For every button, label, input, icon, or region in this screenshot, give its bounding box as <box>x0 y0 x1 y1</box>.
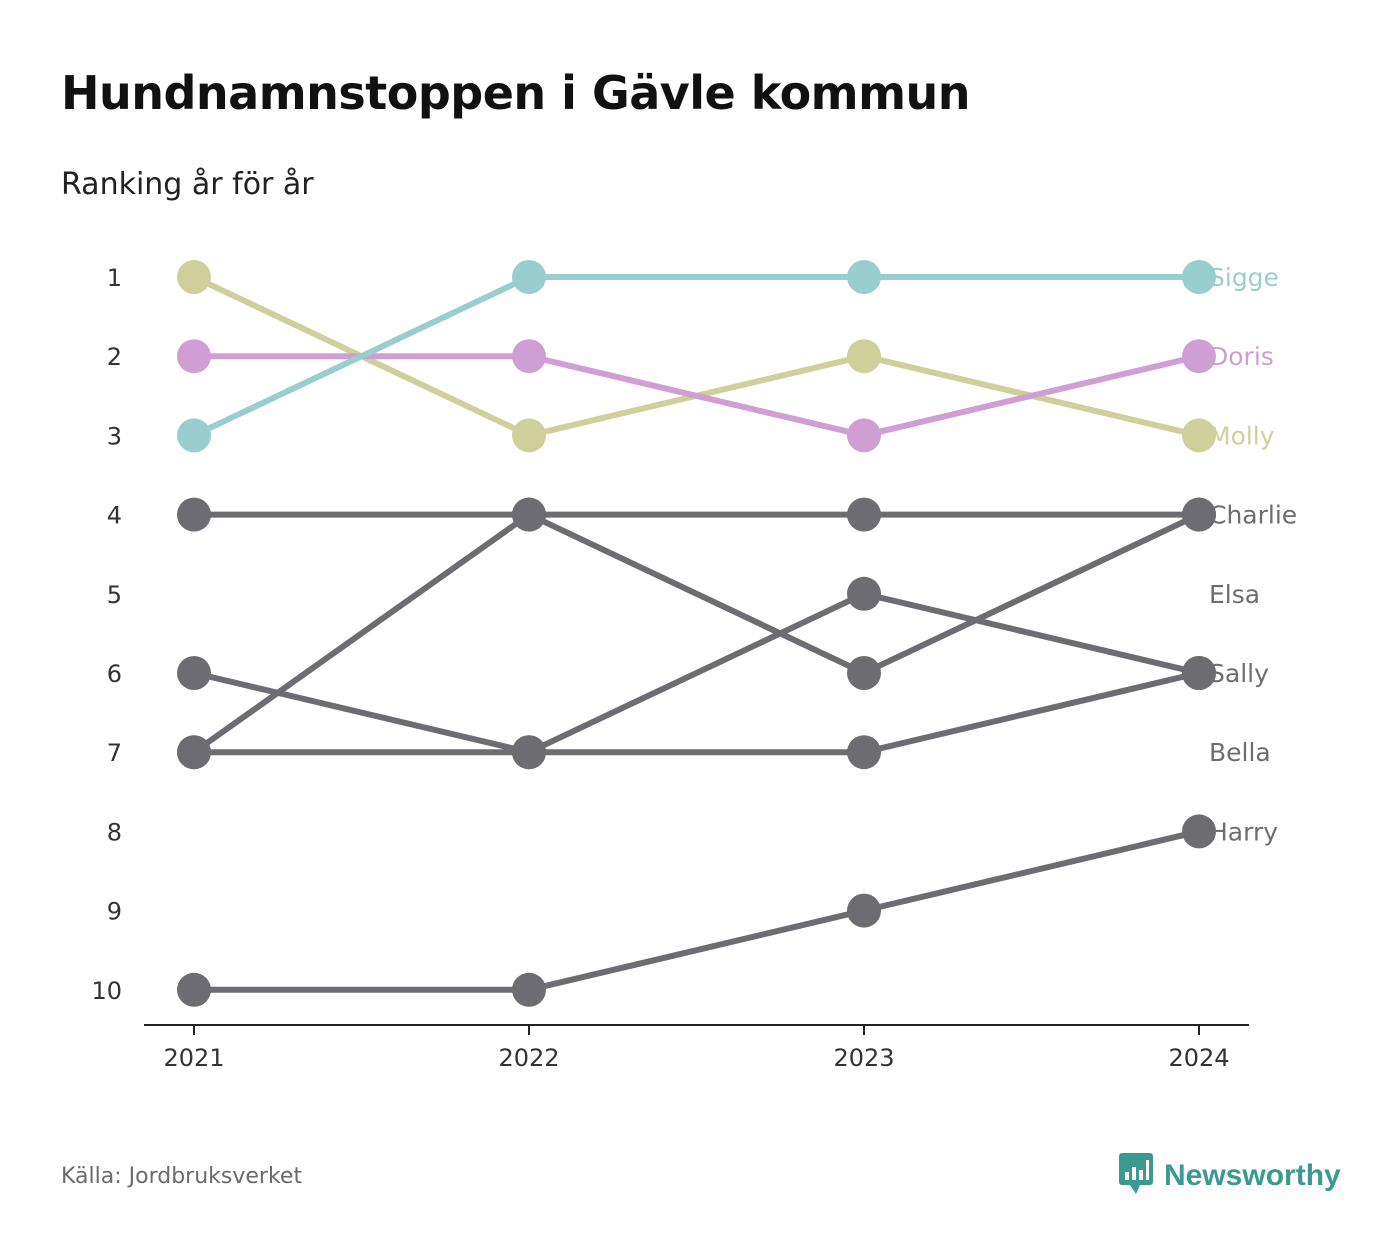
end-label-molly: Molly <box>1209 421 1275 450</box>
point-sally-2023 <box>847 735 881 770</box>
series-line-bella <box>191 590 1202 756</box>
x-tick-label-2024: 2024 <box>1168 1044 1229 1072</box>
end-label-sigge: Sigge <box>1209 263 1279 292</box>
series-line-harry <box>191 828 1202 993</box>
series-doris <box>177 339 1216 453</box>
point-sigge-2022 <box>512 260 546 294</box>
point-harry-2021 <box>177 972 211 1007</box>
point-molly-2022 <box>512 418 546 453</box>
y-tick-label-3: 3 <box>107 422 122 450</box>
x-tick-label-2023: 2023 <box>833 1044 894 1072</box>
point-molly-2024 <box>1182 418 1216 453</box>
y-tick-label-2: 2 <box>107 343 122 371</box>
point-elsa-2022 <box>512 497 546 532</box>
series-line-sally <box>191 670 1202 756</box>
end-label-harry: Harry <box>1209 817 1278 846</box>
point-sigge-2024 <box>1182 260 1216 294</box>
point-molly-2023 <box>847 339 881 374</box>
series-bella <box>177 576 1216 770</box>
series-elsa <box>177 497 1216 770</box>
series-line-doris <box>191 353 1202 439</box>
y-tick-label-5: 5 <box>107 581 122 609</box>
point-bella-2022 <box>512 735 546 770</box>
end-label-charlie: Charlie <box>1209 501 1297 530</box>
x-tick-label-2022: 2022 <box>498 1044 559 1072</box>
point-bella-2023 <box>847 576 881 611</box>
point-charlie-2023 <box>847 497 881 532</box>
y-tick-label-4: 4 <box>107 502 122 530</box>
point-elsa-2024 <box>1182 497 1216 532</box>
point-molly-2021 <box>177 260 211 294</box>
point-charlie-2021 <box>177 497 211 532</box>
end-label-sally: Sally <box>1209 659 1269 688</box>
point-doris-2023 <box>847 418 881 453</box>
end-label-doris: Doris <box>1209 342 1274 371</box>
point-sigge-2023 <box>847 260 881 294</box>
point-harry-2024 <box>1182 814 1216 849</box>
series-line-elsa <box>191 511 1202 756</box>
point-elsa-2023 <box>847 656 881 690</box>
brand-logo: Newsworthy <box>1118 1152 1341 1200</box>
point-bella-2024 <box>1182 656 1216 690</box>
point-doris-2022 <box>512 339 546 374</box>
series-line-sigge <box>191 274 1202 439</box>
chart-title: Hundnamnstoppen i Gävle kommun <box>61 66 971 120</box>
point-doris-2021 <box>177 339 211 374</box>
point-harry-2023 <box>847 893 881 928</box>
y-tick-label-1: 1 <box>107 264 122 292</box>
series-harry <box>177 814 1216 1007</box>
y-tick-label-10: 10 <box>91 977 122 1005</box>
x-tick-label-2021: 2021 <box>163 1044 224 1072</box>
point-sally-2021 <box>177 656 211 690</box>
point-sigge-2021 <box>177 418 211 453</box>
point-bella-2021 <box>177 735 211 770</box>
y-tick-label-6: 6 <box>107 660 122 688</box>
series-sigge <box>177 260 1216 453</box>
end-label-elsa: Elsa <box>1209 580 1260 609</box>
point-harry-2022 <box>512 972 546 1007</box>
source-note: Källa: Jordbruksverket <box>61 1164 303 1189</box>
brand-name: Newsworthy <box>1164 1159 1341 1192</box>
y-tick-label-7: 7 <box>107 739 122 767</box>
end-label-bella: Bella <box>1209 738 1271 767</box>
chart-subtitle: Ranking år för år <box>61 167 314 202</box>
point-doris-2024 <box>1182 339 1216 374</box>
newsworthy-logo-icon <box>1118 1152 1154 1200</box>
y-tick-label-8: 8 <box>107 818 122 846</box>
series-charlie <box>177 497 1216 532</box>
y-tick-label-9: 9 <box>107 898 122 926</box>
